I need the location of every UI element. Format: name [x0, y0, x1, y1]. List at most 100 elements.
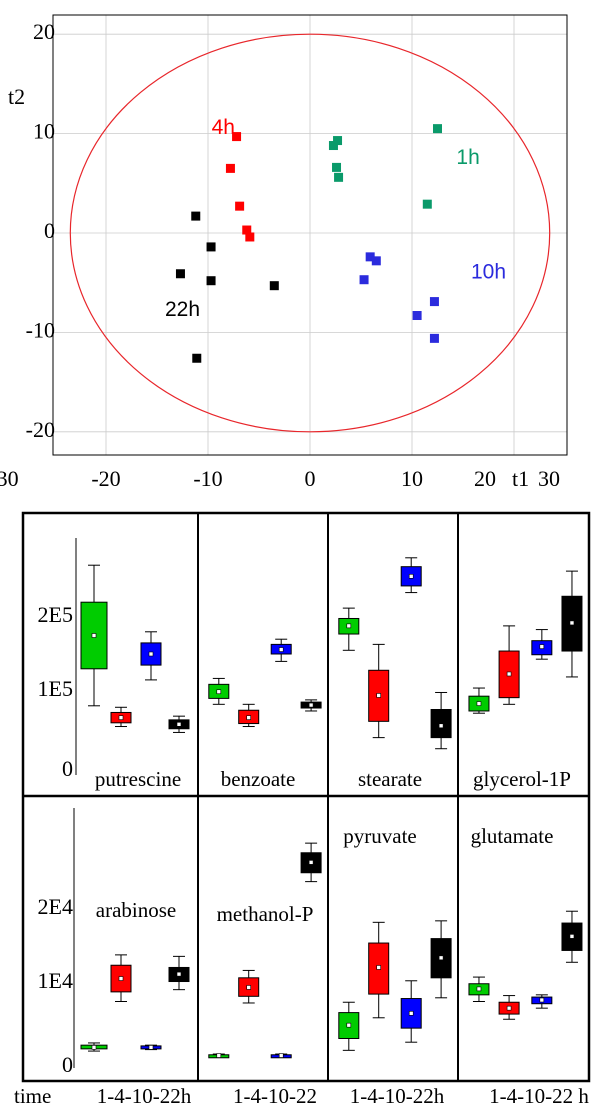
score-plot-grid	[53, 15, 567, 455]
box-panel-label: glycerol-1P	[473, 767, 571, 791]
score-plot-x-tick-label: -30	[0, 466, 19, 491]
box-median-marker	[91, 633, 97, 638]
box-median-marker	[91, 1045, 97, 1050]
box-median-marker	[506, 671, 512, 677]
box-median-marker	[476, 986, 482, 992]
score-point	[429, 333, 439, 343]
score-point	[334, 172, 344, 182]
score-point	[371, 256, 381, 266]
box-median-marker	[346, 623, 352, 629]
box-plots-y-tick-label: 1E5	[38, 676, 73, 701]
box-plots-x-label: 1-4-10-22h	[350, 1084, 445, 1108]
box-plots-y-tick-label: 2E4	[38, 894, 73, 919]
score-plot-frame	[52, 14, 568, 456]
box-median-marker	[569, 934, 575, 939]
box-median-marker	[539, 644, 545, 649]
box-plots-x-label: 1-4-10-22h	[97, 1084, 192, 1108]
box-median-marker	[278, 1053, 284, 1058]
box-median-marker	[148, 651, 154, 657]
box-plots-y-tick-label: 2E5	[38, 602, 73, 627]
box-median-marker	[476, 701, 482, 706]
box-panel-label: arabinose	[96, 898, 176, 922]
score-plot-x-tick-label: 30	[538, 466, 560, 491]
box-plots-y-tick-label: 0	[62, 756, 73, 781]
score-group-label: 10h	[471, 260, 506, 283]
box-median-marker	[216, 1053, 222, 1058]
box-median-marker	[376, 693, 382, 698]
box-median-marker	[216, 689, 222, 695]
box-median-marker	[246, 715, 251, 720]
score-point	[191, 211, 201, 221]
box-plots-x-label: 1-4-10-22 h	[489, 1084, 589, 1108]
box-median-marker	[376, 965, 382, 970]
box-plots-x-label: 1-4-10-22	[233, 1084, 317, 1108]
score-point	[245, 232, 255, 242]
box-panel-label: methanol-P	[217, 902, 314, 926]
score-plot-y-tick-label: 0	[44, 218, 55, 243]
box-median-marker	[539, 997, 545, 1003]
box-median-marker	[438, 723, 444, 729]
box-panel-label: stearate	[358, 767, 422, 791]
score-point	[206, 276, 216, 286]
box-median-marker	[408, 573, 414, 579]
box-panel-label: putrescine	[95, 767, 181, 791]
score-plot-y-tick-label: -10	[26, 317, 55, 342]
box-median-marker	[278, 647, 284, 652]
score-point	[175, 269, 185, 279]
score-point	[333, 136, 343, 146]
score-point	[429, 297, 439, 307]
score-point	[422, 199, 432, 209]
score-plot-group-labels: 4h 1h 10h 22h	[165, 116, 506, 321]
score-point	[269, 281, 279, 291]
score-plot-x-tick-label: 20	[474, 466, 496, 491]
box-median-marker	[308, 860, 314, 865]
score-plot-ticks: -30 -20 -10 0 10 20 30 20 10 0 -10 -20	[0, 19, 560, 491]
score-plot-y-axis-label: t2	[8, 84, 25, 109]
box-median-marker	[438, 955, 444, 961]
score-point	[332, 162, 342, 172]
score-point	[225, 163, 235, 173]
box-median-marker	[176, 971, 182, 977]
score-point	[433, 124, 442, 134]
score-point	[359, 275, 369, 285]
score-point	[232, 132, 242, 142]
score-plot-y-tick-label: 20	[33, 19, 55, 44]
box-panel-label: glutamate	[471, 824, 554, 848]
box-median-marker	[118, 976, 124, 981]
score-point	[242, 225, 252, 235]
box-median-marker	[308, 702, 314, 708]
score-point	[365, 252, 375, 262]
score-plot-x-tick-label: -10	[193, 466, 222, 491]
box-median-marker	[246, 985, 251, 990]
score-plot-y-tick-label: 10	[33, 119, 55, 144]
score-group-label: 22h	[165, 298, 200, 321]
box-median-marker	[569, 620, 575, 626]
box-median-marker	[118, 715, 124, 720]
score-plot-x-axis-label: t1	[512, 466, 529, 491]
score-plot-x-tick-label: 10	[401, 466, 423, 491]
score-plot: 4h 1h 10h 22h -30 -20 -10 0 10 20 30 20 10 0 -10 -20 t…	[0, 14, 568, 491]
box-plots-y-tick-label: 1E4	[38, 968, 73, 993]
box-panel-label: benzoate	[221, 767, 296, 791]
time-label: time	[14, 1084, 51, 1108]
box-panel-label: pyruvate	[343, 824, 416, 848]
box-median-marker	[408, 1011, 414, 1016]
box-median-marker	[346, 1022, 352, 1028]
score-plot-ellipse	[69, 33, 551, 433]
box-median-marker	[506, 1005, 512, 1011]
score-group-label: 1h	[456, 146, 479, 169]
box-plots-content: 2E5 1E5 0 putrescine benzoate stearate glycero…	[38, 538, 589, 1108]
box-plots-y-tick-label: 0	[62, 1052, 73, 1077]
score-plot-x-tick-label: 0	[305, 466, 316, 491]
score-point	[206, 242, 216, 252]
score-point	[328, 141, 338, 151]
score-group-label: 4h	[212, 116, 235, 139]
score-plot-points	[175, 124, 442, 363]
score-point	[192, 353, 202, 363]
score-plot-y-tick-label: -20	[26, 417, 55, 442]
score-point	[235, 201, 245, 211]
score-plot-x-tick-label: -20	[91, 466, 120, 491]
box-plots: 2E5 1E5 0 putrescine benzoate stearate glycero…	[14, 511, 591, 1108]
score-point	[412, 311, 422, 321]
